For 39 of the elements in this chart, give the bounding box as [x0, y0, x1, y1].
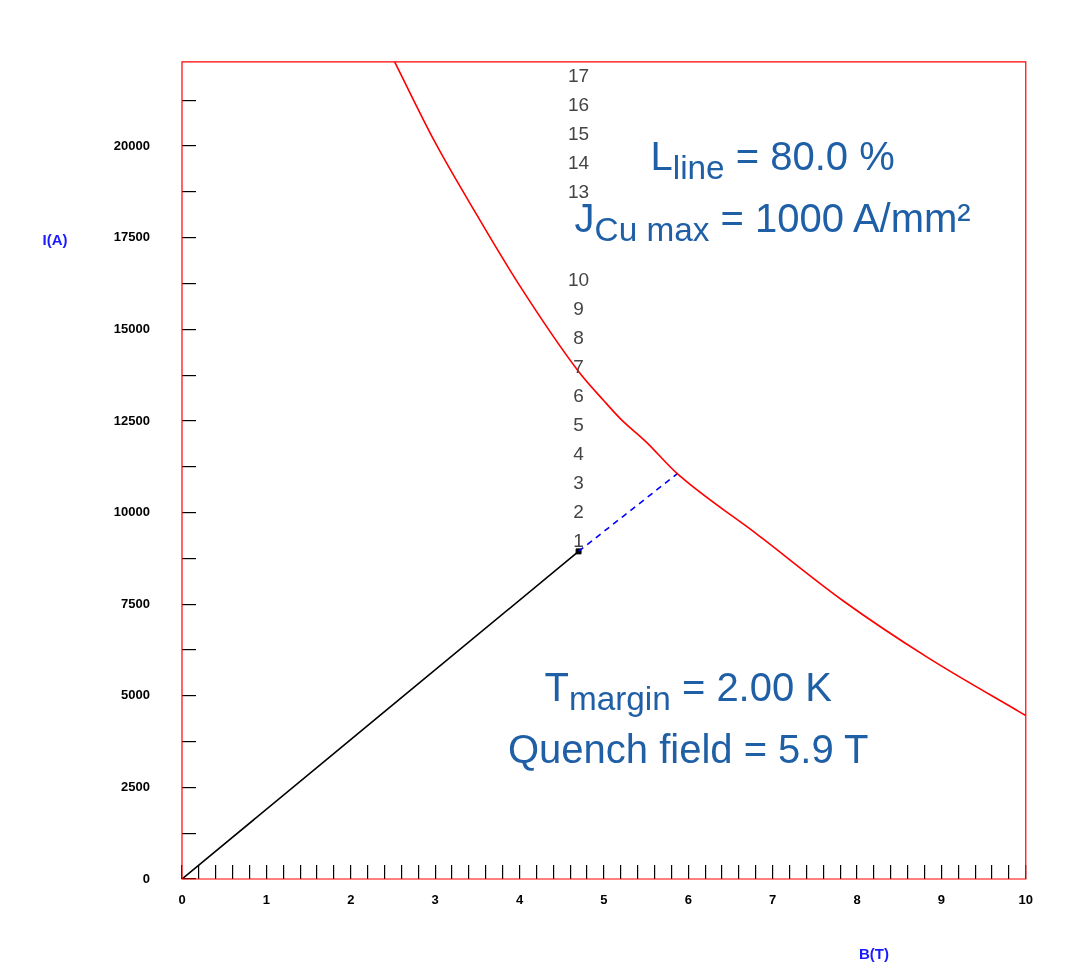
annotation: 17 [567, 65, 591, 87]
annotation: T$_{margin}$ = 2.00 K [543, 664, 833, 720]
x-tick-label: 7 [769, 892, 777, 908]
x-tick-label: 0 [178, 892, 186, 908]
y-axis-title: I(A) [42, 230, 68, 248]
annotation: 1 [572, 530, 585, 552]
annotation: 2 [572, 501, 585, 523]
y-tick-label: 15000 [113, 320, 150, 336]
annotation: 13 [567, 181, 591, 203]
annotation: 9 [572, 297, 585, 319]
annotation: Quench field = 5.9 T [507, 726, 869, 774]
annotation: 6 [572, 385, 585, 407]
annotation: 14 [567, 152, 591, 174]
annotation: 5 [572, 414, 585, 436]
annotation: 16 [567, 94, 591, 116]
x-axis-title: B(T) [858, 945, 889, 963]
y-tick-label: 2500 [121, 778, 150, 794]
x-tick-label: 10 [1018, 892, 1033, 908]
annotation: 4 [572, 443, 585, 465]
x-tick-label: 3 [431, 892, 439, 908]
y-tick-label: 0 [142, 870, 150, 886]
annotation: 10 [567, 268, 591, 290]
annotation: 15 [567, 123, 591, 145]
annotation: L$_{line}$ = 80.0 % [650, 134, 895, 187]
x-tick-label: 2 [347, 892, 355, 908]
x-tick-label: 8 [853, 892, 861, 908]
x-tick-label: 4 [515, 892, 524, 908]
x-tick-label: 6 [684, 892, 692, 908]
y-tick-label: 20000 [113, 137, 150, 153]
y-tick-label: 17500 [113, 229, 150, 245]
x-tick-label: 9 [937, 892, 946, 908]
x-tick-label: 1 [262, 892, 270, 908]
y-tick-label: 7500 [121, 595, 150, 611]
annotation: 8 [572, 326, 585, 348]
y-tick-label: 12500 [113, 412, 150, 428]
x-tick-label: 5 [600, 892, 608, 908]
y-tick-label: 10000 [113, 504, 150, 520]
y-tick-label: 5000 [121, 687, 150, 703]
annotation: 3 [572, 472, 585, 494]
